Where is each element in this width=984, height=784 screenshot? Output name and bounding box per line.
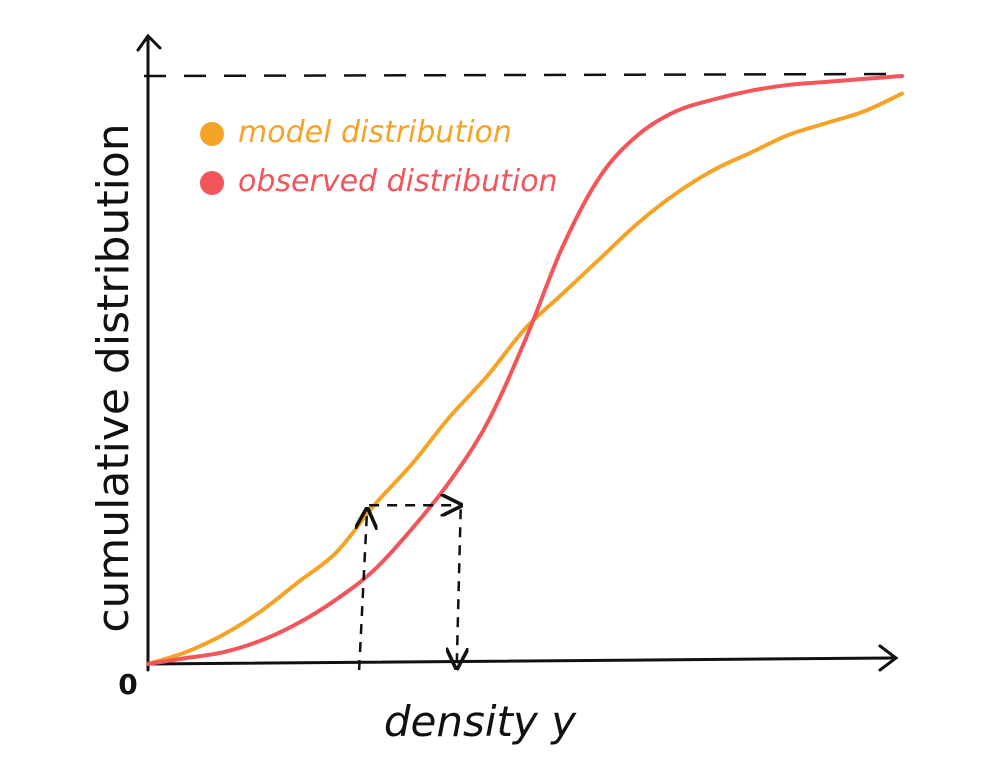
y-axis-label: cumulative distribution: [88, 123, 139, 632]
legend-marker-observed: [200, 171, 224, 195]
max-reference-line: [143, 72, 903, 78]
annotation-arrow-up: [359, 509, 367, 671]
legend-label-observed: observed distribution: [238, 164, 558, 199]
legend-label-model: model distribution: [238, 115, 512, 150]
origin-label: 0: [118, 668, 137, 701]
x-axis: [146, 644, 899, 672]
series-line-observed: [146, 74, 904, 666]
x-axis-label: density y: [384, 697, 577, 746]
y-axis: [136, 33, 162, 672]
series-line-model: [146, 91, 904, 666]
legend: model distribution observed distribution: [200, 115, 558, 199]
annotation-arrow-down: [457, 509, 461, 668]
legend-marker-model: [200, 122, 224, 146]
quantile-mapping-annotation: [359, 505, 461, 670]
